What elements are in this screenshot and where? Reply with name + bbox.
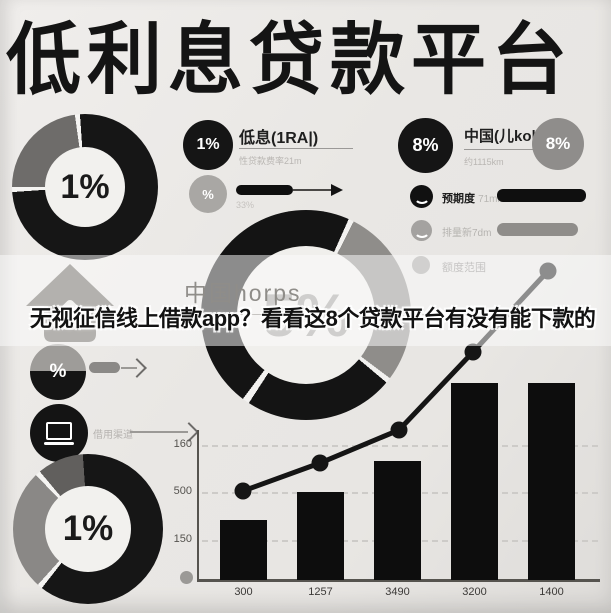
donut-value: 1%	[45, 147, 125, 227]
x-tick-label: 3200	[462, 586, 487, 598]
chevron-circle-icon	[411, 220, 432, 241]
arrow-line	[130, 431, 188, 433]
y-tick-label: 500	[173, 485, 192, 497]
clock-icon	[410, 185, 433, 208]
axis-origin-dot	[180, 571, 193, 584]
row-sublabel-text: 71mm	[478, 194, 506, 205]
percent-split-badge: %	[30, 344, 86, 400]
home-icon	[26, 264, 114, 342]
data-point-marker	[311, 454, 329, 472]
y-tick-label: 160	[173, 438, 192, 450]
rate-badge-black: 1%	[183, 120, 233, 170]
x-tick-label: 1400	[539, 586, 564, 598]
mid-stat-subtitle: 性贷款费率21m	[239, 156, 302, 166]
progress-bar-gray	[89, 362, 120, 373]
divider	[239, 148, 353, 149]
smile-glyph	[413, 190, 430, 204]
donut-chart-top-left: 1%	[12, 114, 158, 260]
donut-value: 1%	[45, 486, 131, 572]
mid-stat-title: 低息(1RA|)	[239, 130, 319, 147]
y-tick-label: 150	[173, 533, 192, 545]
progress-bar-black	[497, 189, 586, 202]
y-axis	[197, 430, 199, 581]
stat-badge-black: 8%	[398, 118, 453, 173]
logo-text: 中国horps	[184, 280, 302, 306]
arrow-line	[293, 189, 332, 191]
data-point-marker	[234, 482, 252, 500]
x-tick-label: 1257	[308, 586, 333, 598]
smile-glyph	[413, 224, 430, 238]
page-title: 低利息贷款平台	[6, 15, 574, 104]
arrow-line	[121, 367, 137, 369]
divider	[464, 149, 580, 150]
bar	[220, 520, 267, 580]
logo-underline	[184, 314, 424, 315]
gridline	[202, 445, 598, 447]
stat-badge-gray: 8%	[532, 118, 584, 170]
right-stat-title: 中国(儿ko|)	[464, 128, 541, 145]
banner-headline: 无视征信线上借款app？看看这8个贷款平台有没有能下款的	[30, 306, 596, 331]
arrow-right-icon	[331, 184, 343, 196]
progress-bar-black	[236, 185, 293, 195]
x-axis	[197, 579, 600, 582]
laptop-screen-glyph	[46, 421, 72, 440]
x-tick-label: 3490	[385, 586, 410, 598]
channel-label: 借用渠道	[93, 430, 133, 441]
laptop-base-glyph	[44, 441, 74, 445]
data-point-marker	[464, 343, 482, 361]
bar	[528, 383, 575, 580]
x-tick-label: 300	[234, 586, 253, 598]
progress-bar-gray	[497, 223, 578, 236]
laptop-icon	[30, 404, 88, 462]
bar-caption: 33%	[236, 200, 255, 210]
data-point-marker	[390, 421, 408, 439]
right-stat-subtitle: 约1115km	[464, 157, 504, 167]
row-label-gray: 排量新7dm	[442, 228, 492, 239]
bar	[374, 461, 421, 580]
bar	[451, 383, 498, 580]
row-label-text: 预期度	[442, 193, 475, 205]
bar	[297, 492, 344, 580]
donut-chart-bottom-left: 1%	[13, 454, 163, 604]
row-label-bold: 预期度 71mm	[442, 190, 506, 206]
percent-badge-gray: %	[189, 175, 227, 213]
